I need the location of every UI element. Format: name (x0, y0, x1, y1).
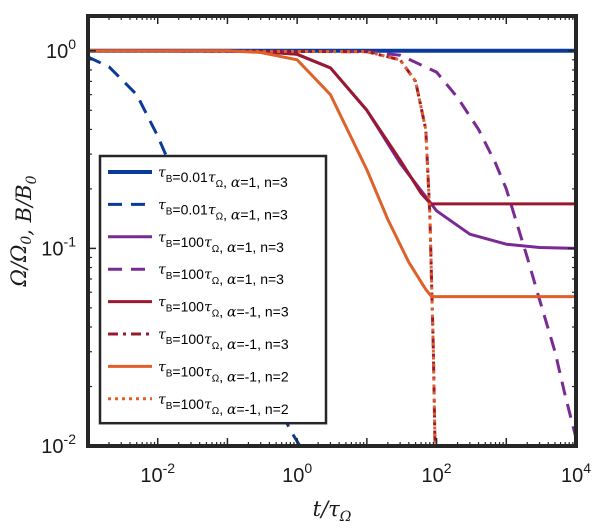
legend-entry: τB=100τΩ, α=-1, n=3 (158, 327, 289, 353)
legend-entry: τB=100τΩ, α=-1, n=2 (158, 359, 289, 385)
legend-entry: τB=0.01τΩ, α=1, n=3 (158, 197, 288, 223)
legend-entry: τB=100τΩ, α=1, n=3 (158, 262, 284, 288)
legend-entry: τB=100τΩ, α=-1, n=2 (158, 392, 289, 418)
ticks-layer: 10-2 10-1 100 10-2 100 102 104 (41, 16, 591, 487)
y-tick-label: 10-2 (41, 431, 76, 458)
series-line-4 (88, 49, 576, 439)
legend-entry: τB=100τΩ, α=1, n=3 (158, 230, 284, 256)
y-axis-label: Ω/Ω0, B/B0 (7, 175, 40, 287)
y-tick-label: 100 (46, 36, 76, 63)
axis-labels: t/τΩ Ω/Ω0, B/B0 (7, 175, 352, 525)
series-line-6 (88, 49, 437, 446)
legend-entry: τB=0.01τΩ, α=1, n=3 (158, 165, 288, 191)
series-line-8 (88, 49, 437, 446)
x-tick-label: 104 (561, 460, 591, 487)
plot-frame (86, 14, 578, 448)
x-tick-label: 10-2 (140, 460, 175, 487)
legend-box (98, 154, 328, 425)
legend: τB=0.01τΩ, α=1, n=3 τB=0.01τΩ, α=1, n=3 τB… (98, 154, 328, 425)
x-axis-label: t/τΩ (313, 497, 352, 525)
legend-entry: τB=100τΩ, α=-1, n=3 (158, 295, 289, 321)
x-tick-label: 100 (282, 460, 312, 487)
x-tick-label: 102 (422, 460, 452, 487)
y-tick-label: 10-1 (41, 233, 76, 260)
